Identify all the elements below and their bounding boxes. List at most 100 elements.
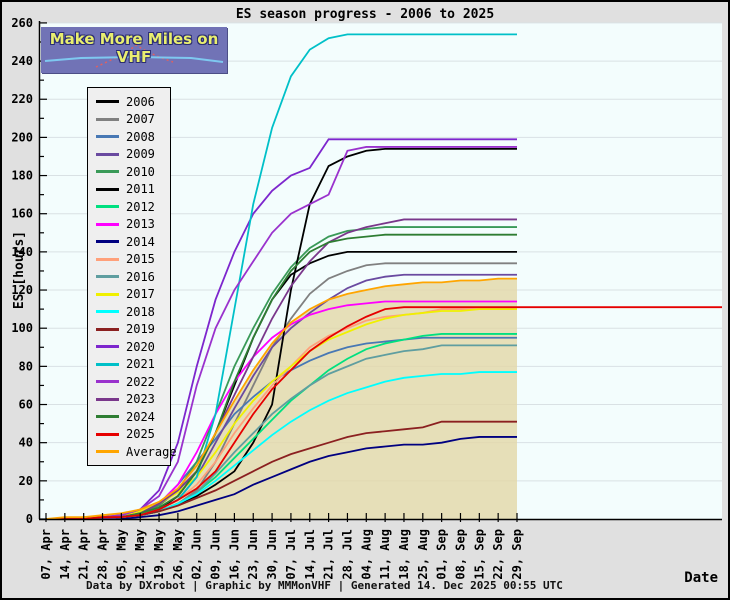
legend-label: 2014 (126, 234, 155, 249)
legend-swatch (96, 432, 119, 436)
legend-item-2024: 2024 (96, 408, 170, 426)
legend-label: 2009 (126, 147, 155, 162)
legend-label: 2010 (126, 164, 155, 179)
series-line-2025 (46, 306, 722, 520)
x-tick-label: 28, Apr (96, 529, 110, 580)
x-tick-label: 18, Aug (397, 529, 411, 580)
legend-swatch (96, 450, 119, 454)
y-tick-label: 80 (19, 359, 33, 373)
legend-item-2011: 2011 (96, 181, 170, 199)
x-tick-label: 16, Jun (227, 529, 241, 580)
y-tick-label: 240 (11, 54, 33, 68)
series-line-2014 (46, 436, 517, 520)
footer-credits: Data by DXrobot | Graphic by MMMonVHF | … (86, 579, 563, 592)
x-tick-label: 21, Apr (77, 529, 91, 580)
y-tick-label: 60 (19, 398, 33, 412)
y-tick-label: 220 (11, 92, 33, 106)
legend-label: 2021 (126, 357, 155, 372)
legend-swatch (96, 310, 119, 314)
chart-legend: 2006 2007 2008 2009 2010 2011 2012 2013 2014 2015… (87, 87, 177, 466)
y-tick-label: 120 (11, 283, 33, 297)
legend-label: 2017 (126, 287, 155, 302)
y-tick-label: 140 (11, 245, 33, 259)
legend-item-2022: 2022 (96, 373, 170, 391)
x-tick-label: 15, Sep (472, 529, 486, 580)
series-line-Average (45, 277, 517, 520)
y-tick-label: 40 (19, 436, 33, 450)
legend-label: 2020 (126, 339, 155, 354)
series-line-2022 (46, 146, 517, 520)
x-tick-label: 08, Sep (453, 529, 467, 580)
legend-item-2020: 2020 (96, 338, 170, 356)
mmmonvhf-logo: Make More Miles on VHF (41, 27, 227, 73)
legend-label: 2022 (126, 374, 155, 389)
legend-item-2023: 2023 (96, 391, 170, 409)
legend-swatch (96, 275, 119, 279)
legend-item-average: Average (96, 443, 177, 461)
legend-swatch (96, 345, 119, 349)
legend-label: 2013 (126, 217, 155, 232)
legend-item-2008: 2008 (96, 128, 170, 146)
x-tick-label: 19, May (152, 529, 166, 580)
legend-swatch (96, 257, 119, 261)
legend-item-2018: 2018 (96, 303, 170, 321)
x-axis-label: Date (684, 570, 718, 586)
legend-label: 2008 (126, 129, 155, 144)
legend-label: 2015 (126, 252, 155, 267)
x-tick-label: 09, Jun (209, 529, 223, 580)
legend-item-2006: 2006 (96, 93, 170, 111)
x-tick-label: 01, Sep (435, 529, 449, 580)
logo-wave-blue (44, 55, 224, 63)
legend-swatch (96, 327, 119, 331)
x-tick-label: 22, Sep (491, 529, 505, 580)
logo-text: Make More Miles on VHF (49, 30, 219, 66)
legend-label: 2011 (126, 182, 155, 197)
x-tick-label: 23, Jun (246, 529, 260, 580)
y-tick-label: 100 (11, 321, 33, 335)
legend-item-2025: 2025 (96, 426, 170, 444)
legend-label: 2012 (126, 199, 155, 214)
x-tick-label: 28, Jul (340, 529, 354, 580)
legend-item-2015: 2015 (96, 251, 170, 269)
legend-item-2013: 2013 (96, 216, 170, 234)
y-axis-label: ES [hours] (12, 230, 27, 310)
x-tick-label: 04, Aug (359, 529, 373, 580)
legend-swatch (96, 415, 119, 419)
legend-label: Average (126, 444, 177, 459)
legend-swatch (96, 170, 119, 174)
x-tick-label: 14, Jul (303, 529, 317, 580)
legend-label: 2025 (126, 427, 155, 442)
x-tick-label: 14, Apr (58, 529, 72, 580)
y-tick-label: 200 (11, 130, 33, 144)
legend-swatch (96, 240, 119, 244)
chart-title: ES season progress - 2006 to 2025 (235, 7, 495, 22)
legend-item-2019: 2019 (96, 321, 170, 339)
x-tick-label: 30, Jun (265, 529, 279, 580)
y-tick-label: 160 (11, 207, 33, 221)
legend-swatch (96, 135, 119, 139)
x-tick-label: 25, Aug (416, 529, 430, 580)
legend-swatch (96, 380, 119, 384)
x-tick-label: 11, Aug (378, 529, 392, 580)
legend-swatch (96, 100, 119, 104)
x-tick-label: 29, Sep (510, 529, 524, 580)
x-tick-label: 07, Apr (39, 529, 53, 580)
x-tick-label: 26, May (171, 529, 185, 580)
legend-swatch (96, 222, 119, 226)
legend-swatch (96, 292, 119, 296)
legend-item-2016: 2016 (96, 268, 170, 286)
legend-swatch (96, 397, 119, 401)
legend-label: 2023 (126, 392, 155, 407)
legend-label: 2007 (126, 112, 155, 127)
y-tick-label: 20 (19, 474, 33, 488)
legend-label: 2018 (126, 304, 155, 319)
x-tick-label: 07, Jul (284, 529, 298, 580)
legend-item-2010: 2010 (96, 163, 170, 181)
legend-item-2007: 2007 (96, 111, 170, 129)
y-tick-label: 180 (11, 169, 33, 183)
average-area-fill (46, 278, 517, 519)
legend-label: 2019 (126, 322, 155, 337)
legend-item-2017: 2017 (96, 286, 170, 304)
y-tick-label: 0 (26, 512, 33, 526)
